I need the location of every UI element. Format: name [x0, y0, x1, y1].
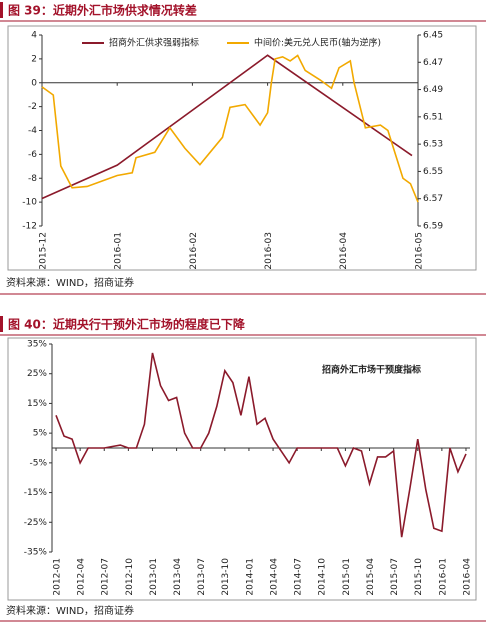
figure-title: 图 39：近期外汇市场供求情况转差: [8, 3, 197, 18]
x-tick-label: 2015-07: [390, 558, 400, 596]
source: 资料来源：WIND，招商证券: [6, 276, 134, 289]
x-tick-label: 2013-04: [173, 558, 183, 596]
x-tick-label: 2016-05: [414, 232, 424, 270]
legend-label: 中间价:美元兑人民币(轴为逆序): [254, 37, 381, 49]
x-tick-label: 2016-04: [339, 232, 349, 270]
x-tick-label: 2013-10: [221, 558, 231, 596]
figure-title: 图 40：近期央行干预外汇市场的程度已下降: [8, 317, 246, 332]
y-tick-label: -6: [28, 150, 37, 160]
header-bar: [0, 316, 3, 332]
series-line: [41, 54, 413, 200]
y-tick-label: -5%: [29, 458, 47, 468]
y-tick-label: -25%: [24, 518, 48, 528]
series-line: [55, 352, 467, 538]
y-tick-label: 2: [31, 54, 37, 64]
y2-tick-label: 6.59: [423, 222, 443, 232]
source: 资料来源：WIND，招商证券: [6, 604, 134, 617]
y2-tick-label: 6.49: [423, 85, 443, 95]
x-tick-label: 2014-10: [318, 558, 328, 596]
annotation: 招商外汇市场干预度指标: [322, 364, 421, 376]
y2-tick-label: 6.47: [423, 58, 443, 68]
series-line: [41, 54, 419, 203]
y2-tick-label: 6.51: [423, 112, 443, 122]
y-tick-label: 0: [31, 78, 37, 88]
x-tick-label: 2013-07: [197, 558, 207, 596]
y-tick-label: -4: [28, 126, 37, 136]
x-tick-label: 2012-10: [125, 558, 135, 596]
x-tick-label: 2014-04: [269, 558, 279, 596]
y2-tick-label: 6.53: [423, 140, 443, 150]
y-tick-label: -15%: [24, 488, 48, 498]
y-tick-label: -35%: [24, 548, 48, 558]
x-tick-label: 2012-07: [101, 558, 111, 596]
y2-tick-label: 6.45: [423, 31, 443, 41]
header-bar: [0, 2, 3, 18]
y-tick-label: 35%: [27, 340, 47, 350]
y-tick-label: 5%: [33, 429, 48, 439]
x-tick-label: 2015-12: [38, 232, 48, 270]
x-tick-label: 2015-04: [366, 558, 376, 596]
y-tick-label: 15%: [27, 399, 47, 409]
x-tick-label: 2014-07: [294, 558, 304, 596]
chart-frame: [7, 337, 477, 601]
y-tick-label: 25%: [27, 369, 47, 379]
y-tick-label: -2: [28, 102, 37, 112]
x-tick-label: 2014-01: [245, 558, 255, 596]
y2-tick-label: 6.57: [423, 194, 443, 204]
x-tick-label: 2016-01: [114, 232, 124, 270]
y-tick-label: -12: [22, 222, 37, 232]
x-tick-label: 2015-10: [414, 558, 424, 596]
y-tick-label: -8: [28, 174, 37, 184]
x-tick-label: 2016-01: [438, 558, 448, 596]
y2-tick-label: 6.55: [423, 167, 443, 177]
y-tick-label: -10: [22, 198, 37, 208]
x-tick-label: 2012-01: [52, 558, 62, 596]
x-tick-label: 2016-02: [189, 232, 199, 270]
x-tick-label: 2012-04: [77, 558, 87, 596]
chart-frame: [7, 25, 477, 271]
y-tick-label: 4: [31, 31, 37, 41]
x-tick-label: 2015-01: [342, 558, 352, 596]
x-tick-label: 2016-04: [462, 558, 472, 596]
legend-label: 招商外汇供求强弱指标: [109, 37, 199, 49]
x-tick-label: 2016-03: [264, 232, 274, 270]
x-tick-label: 2013-01: [149, 558, 159, 596]
